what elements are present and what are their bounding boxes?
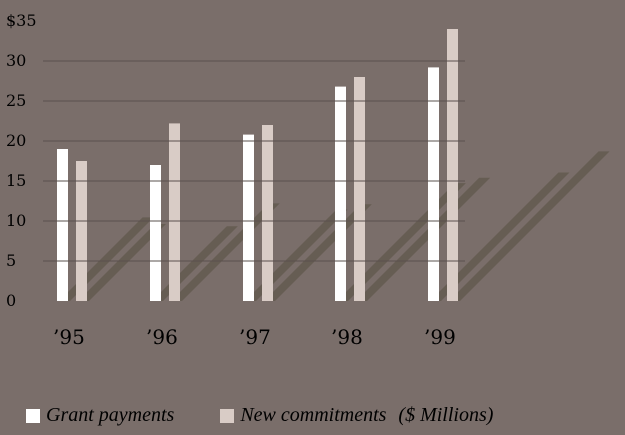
legend-label-new-commitments: New commitments — [240, 404, 387, 426]
gridlines — [43, 60, 465, 262]
legend-units-note: ($ Millions) — [398, 404, 494, 426]
y-tick-label: 20 — [6, 131, 26, 150]
decorative-shadows — [59, 151, 610, 301]
x-tick-label: ’97 — [239, 325, 271, 349]
bar-shadow — [152, 226, 238, 301]
bar-grant-payments — [150, 165, 161, 301]
y-tick-label: 0 — [6, 291, 16, 310]
x-tick-label: ’95 — [53, 325, 85, 349]
legend: Grant payments New commitments ($ Millio… — [26, 404, 539, 427]
bars — [57, 29, 458, 302]
legend-item-grant-payments: Grant payments — [26, 404, 174, 427]
bar-shadow — [245, 209, 348, 301]
legend-item-new-commitments: New commitments ($ Millions) — [220, 404, 493, 427]
bar-new-commitments — [447, 29, 458, 301]
y-axis-ticks: 0 5 10 15 20 25 30 $35 — [6, 11, 37, 310]
y-tick-label: 30 — [6, 51, 26, 70]
x-tick-label: ’96 — [146, 325, 178, 349]
bar-new-commitments — [169, 123, 180, 302]
x-tick-label: ’99 — [424, 325, 456, 349]
bar-new-commitments — [354, 77, 365, 301]
bar-new-commitments — [76, 161, 87, 301]
bar-shadow — [430, 172, 570, 301]
bar-shadow — [59, 217, 154, 301]
bar-shadow — [449, 151, 610, 301]
bar-grant-payments — [428, 67, 439, 302]
legend-swatch-new-commitments — [220, 408, 235, 423]
x-axis-ticks: ’95 ’96 ’97 ’98 ’99 — [53, 325, 456, 349]
bar-grant-payments — [243, 134, 254, 301]
y-tick-label: 25 — [6, 91, 26, 110]
bar-grant-payments — [57, 149, 68, 301]
y-tick-label: 5 — [6, 251, 16, 270]
bar-new-commitments — [262, 125, 273, 301]
y-tick-label: $35 — [6, 11, 37, 30]
legend-label-grant-payments: Grant payments — [46, 404, 175, 426]
bar-grant-payments — [335, 86, 346, 301]
y-tick-label: 15 — [6, 171, 26, 190]
x-tick-label: ’98 — [331, 325, 363, 349]
y-tick-label: 10 — [6, 211, 26, 230]
bar-shadow — [78, 224, 166, 301]
legend-swatch-grant-payments — [26, 408, 40, 423]
